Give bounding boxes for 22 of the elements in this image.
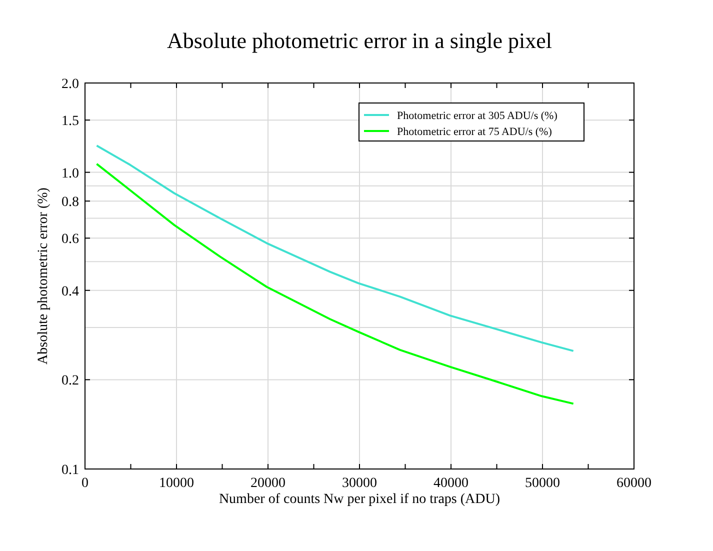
y-tick-label: 0.2 (62, 374, 79, 389)
x-tick-label: 50000 (525, 476, 560, 491)
y-tick-label: 2.0 (62, 77, 79, 92)
line-series (96, 162, 574, 405)
x-axis-title: Number of counts Nw per pixel if no traps (ADU) (218, 492, 500, 507)
x-tick-label: 10000 (159, 476, 194, 491)
y-tick-label: 0.6 (62, 232, 79, 248)
x-tick-label: 20000 (250, 476, 286, 491)
y-tick-label: 1.5 (62, 114, 79, 130)
x-tick-label: 0 (82, 476, 88, 491)
y-tick-label: 0.1 (62, 463, 79, 478)
y-tick-label: 1.0 (62, 166, 79, 182)
y-tick-label: 0.8 (62, 195, 79, 210)
x-tick-label: 40000 (434, 476, 468, 491)
y-tick-label: 0.4 (62, 284, 79, 300)
legend-label: Photometric error at 305 ADU/s (%) (397, 110, 558, 122)
chart-title: Absolute photometric error in a single pixel (167, 28, 552, 53)
x-tick-label: 60000 (616, 476, 652, 491)
line-series (96, 144, 574, 352)
legend-label: Photometric error at 75 ADU/s (%) (397, 126, 552, 138)
x-tick-label: 30000 (342, 476, 377, 491)
y-axis-title: Absolute photometric error (%) (36, 187, 51, 364)
